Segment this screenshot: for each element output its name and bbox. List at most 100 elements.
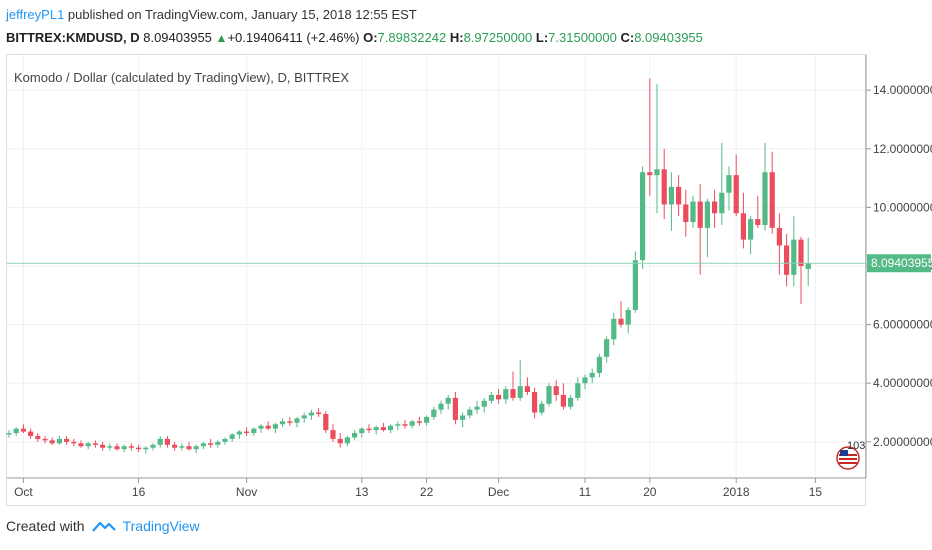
candle-body [546,386,552,404]
tradingview-brand-link[interactable]: TradingView [122,518,200,534]
candle-body [157,438,163,445]
last-price-tag [867,254,931,273]
candle-body [596,356,602,373]
candle-body [280,421,286,425]
close-value: 8.09403955 [634,30,703,45]
candle-body [172,444,178,448]
candle-body [179,446,185,448]
candle-body [136,447,142,450]
candle-body [164,438,170,445]
candle-body [604,339,610,357]
candle-body [42,438,48,441]
candle-body [503,389,509,400]
price-change: +0.19406411 (+2.46%) [227,30,360,45]
candle-body [107,446,113,448]
candle-body [582,377,588,384]
candle-body [769,172,775,228]
candle-body [589,372,595,378]
candle-body [683,204,689,223]
candle-body [100,444,106,448]
candle-body [128,446,134,448]
candle-body [301,415,307,419]
candle-body [632,260,638,310]
candle-body [200,443,206,447]
candle-body [294,418,300,423]
candle-body [539,403,545,413]
candle-body [755,219,761,225]
candle-body [568,397,574,407]
tradingview-logo-icon [91,521,116,532]
footer: Created with TradingView [6,518,200,534]
candle-body [791,239,797,275]
y-tick-label: 10.00000000 [873,200,932,214]
candle-body [496,394,502,400]
candle-body [56,438,62,444]
candle-body [611,318,617,340]
close-label: C: [620,30,635,45]
event-badge[interactable]: 103 [847,440,866,452]
candle-body [236,431,242,435]
candle-body [625,309,631,325]
x-tick-label: 13 [355,485,369,499]
x-tick-label: 22 [420,485,434,499]
candle-body [467,409,473,416]
candle-body [647,172,653,176]
candle-body [344,437,350,444]
y-tick-label: 6.00000000 [873,318,932,332]
candle-body [366,428,372,431]
candle-body [92,443,98,445]
candle-body [784,245,790,275]
open-label: O: [363,30,378,45]
ohlc-line: BITTREX:KMDUSD, D 8.09403955 ▲+0.1940641… [6,30,703,45]
candle-body [776,227,782,246]
candle-body [208,443,214,445]
candle-body [323,413,329,431]
candle-body [229,434,235,439]
candle-body [553,386,559,395]
candle-body [712,201,718,214]
candle-body [64,438,70,442]
candle-body [481,400,487,407]
candle-body [740,213,746,240]
candle-body [287,421,293,423]
y-tick-label: 2.00000000 [873,435,932,449]
x-tick-label: Oct [14,485,33,499]
y-tick-label: 4.00000000 [873,376,932,390]
candle-body [380,427,386,431]
candle-body [488,394,494,401]
candle-body [388,425,394,431]
candle-body [510,389,516,398]
high-label: H: [449,30,464,45]
candle-body [676,186,682,205]
candle-body [726,175,732,193]
publish-info: published on TradingView.com, January 15… [64,7,417,22]
candle-body [474,406,480,410]
us-flag-icon [836,446,860,470]
candle-body [272,424,278,429]
y-tick-label: 14.00000000 [873,83,932,97]
candle-body [524,386,530,393]
candle-body [424,416,430,423]
candle-body [316,412,322,414]
candle-body [251,428,257,434]
author-link[interactable]: jeffreyPL1 [6,7,65,22]
chart-title: Komodo / Dollar (calculated by TradingVi… [14,70,350,85]
candle-body [798,239,804,266]
chart-area[interactable] [6,54,866,506]
candle-body [704,201,710,228]
candle-body [690,201,696,223]
candle-body [71,441,77,444]
candle-body [640,172,646,261]
candle-body [143,447,149,450]
candle-body [697,201,703,228]
candle-body [85,443,91,447]
candle-body [460,415,466,420]
x-tick-label: Dec [488,485,509,499]
candle-body [20,428,26,432]
candle-body [748,219,754,240]
candle-body [733,175,739,214]
candle-body [517,386,523,398]
candle-body [805,263,811,269]
candle-body [438,403,444,410]
